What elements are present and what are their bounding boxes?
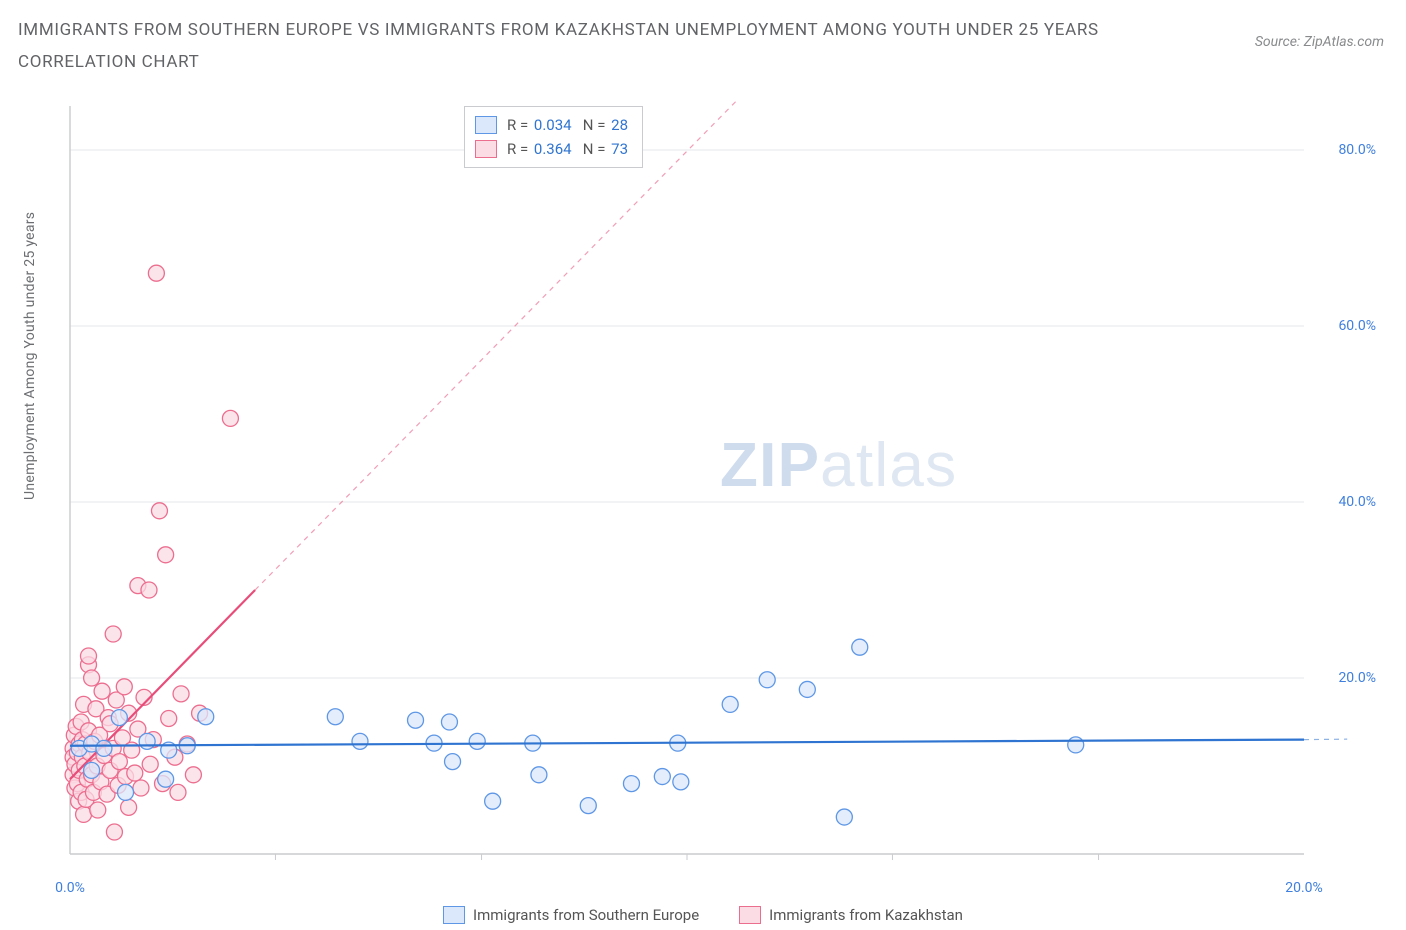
legend-item-kazakhstan: Immigrants from Kazakhstan — [739, 906, 963, 924]
legend-swatch — [475, 140, 497, 158]
stats-row: R = 0.364 N = 73 — [475, 137, 628, 161]
stats-row: R = 0.034 N = 28 — [475, 113, 628, 137]
y-tick-label: 80.0% — [1338, 142, 1376, 158]
title-line2: CORRELATION CHART — [18, 52, 199, 72]
y-axis-label: Unemployment Among Youth under 25 years — [22, 212, 38, 500]
x-tick-label: 0.0% — [55, 880, 85, 896]
scatter-plot: 20.0%40.0%60.0%80.0% 0.0%20.0% R = 0.034… — [64, 100, 1374, 870]
legend-item-southern-europe: Immigrants from Southern Europe — [443, 906, 699, 924]
correlation-stats-legend: R = 0.034 N = 28R = 0.364 N = 73 — [464, 106, 643, 168]
series-legend: Immigrants from Southern Europe Immigran… — [0, 906, 1406, 924]
title-line1: IMMIGRANTS FROM SOUTHERN EUROPE VS IMMIG… — [18, 20, 1099, 40]
x-tick-label: 20.0% — [1285, 880, 1323, 896]
legend-swatch — [475, 116, 497, 134]
chart-title: IMMIGRANTS FROM SOUTHERN EUROPE VS IMMIG… — [18, 14, 1286, 79]
source-attribution: Source: ZipAtlas.com — [1255, 34, 1384, 50]
y-tick-label: 40.0% — [1338, 494, 1376, 510]
y-tick-label: 20.0% — [1338, 670, 1376, 686]
y-tick-label: 60.0% — [1338, 318, 1376, 334]
